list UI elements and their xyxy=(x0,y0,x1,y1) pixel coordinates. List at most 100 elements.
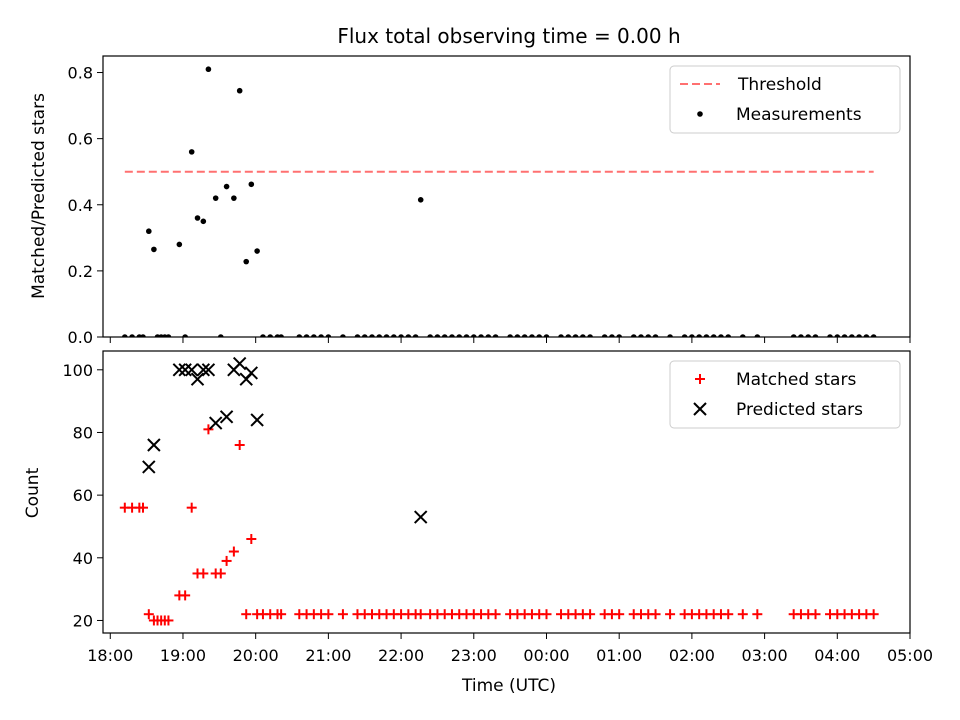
y-tick-label: 100 xyxy=(62,361,93,380)
measurement-point xyxy=(122,334,128,337)
legend-matched-swatch xyxy=(695,374,705,384)
measurement-point xyxy=(529,334,535,337)
measurement-point xyxy=(412,334,419,337)
y-tick-label: 80 xyxy=(73,423,93,442)
predicted-star-point xyxy=(172,363,187,377)
matched-star-point xyxy=(810,609,821,620)
y-tick-label: 0.4 xyxy=(68,196,93,215)
measurement-point xyxy=(303,334,310,337)
measurement-point xyxy=(580,334,586,337)
x-tick-label: 04:00 xyxy=(814,646,860,665)
measurement-point xyxy=(725,334,732,337)
measurement-point xyxy=(267,334,274,337)
measurement-point xyxy=(260,334,266,337)
measurement-point xyxy=(514,334,521,337)
measurement-point xyxy=(834,334,841,337)
measurement-point xyxy=(223,183,230,190)
y-tick-label: 0.2 xyxy=(68,262,93,281)
measurement-point xyxy=(507,334,513,337)
measurement-point xyxy=(827,334,833,337)
x-tick-label: 02:00 xyxy=(669,646,715,665)
legend-label: Matched stars xyxy=(736,370,856,390)
predicted-star-point xyxy=(196,363,211,377)
predicted-star-point xyxy=(184,363,199,377)
measurement-point xyxy=(243,258,250,265)
measurement-point xyxy=(856,334,862,337)
measurement-point xyxy=(325,334,332,337)
measurement-point xyxy=(587,334,593,337)
axes-frame xyxy=(102,55,911,338)
plot-area xyxy=(119,356,879,626)
matched-star-point xyxy=(228,546,239,557)
matched-star-point xyxy=(241,609,252,620)
measurement-point xyxy=(340,334,346,337)
measurement-point xyxy=(572,334,579,337)
y-tick-label: 20 xyxy=(73,611,93,630)
measurement-point xyxy=(616,334,622,337)
measurement-point xyxy=(318,334,324,337)
measurement-point xyxy=(463,334,470,337)
measurement-point xyxy=(805,334,812,337)
measurement-point xyxy=(361,334,368,337)
x-tick-label: 03:00 xyxy=(742,646,788,665)
matched-star-point xyxy=(180,590,191,601)
measurement-point xyxy=(231,195,237,201)
legend-label: Measurements xyxy=(736,105,862,125)
measurement-point xyxy=(165,334,172,337)
measurement-point xyxy=(754,334,761,337)
bottom-axes: 20 40 60 80 100 18:00 19:00 20:00 21:00 22:00 23:0… xyxy=(62,350,933,665)
measurement-point xyxy=(140,334,146,337)
top-axes: 0.0 0.2 0.4 0.6 0.8 Threshold Measurements xyxy=(68,55,911,347)
matched-star-point xyxy=(276,609,287,620)
x-tick-label: 01:00 xyxy=(596,646,642,665)
x-tick-label: 00:00 xyxy=(523,646,569,665)
measurement-point xyxy=(630,334,637,337)
measurement-point xyxy=(543,334,550,337)
legend-box xyxy=(669,360,901,429)
measurement-point xyxy=(638,334,644,337)
top-y-axis-label: Matched/Predicted stars xyxy=(29,93,49,299)
matched-star-point xyxy=(186,502,197,513)
y-tick-label: 60 xyxy=(73,486,93,505)
measurement-point xyxy=(790,334,797,337)
axes-frame xyxy=(102,350,911,634)
matched-star-point xyxy=(203,424,214,435)
measurement-point xyxy=(434,334,441,337)
measurement-point xyxy=(278,334,284,337)
measurement-point xyxy=(798,334,804,337)
legend-measurement-swatch xyxy=(697,111,703,117)
matched-star-point xyxy=(585,609,596,620)
matched-star-point xyxy=(337,609,348,620)
measurement-point xyxy=(212,195,219,201)
legend: Matched stars Predicted stars xyxy=(669,360,901,429)
matched-star-point xyxy=(234,440,245,450)
measurement-point xyxy=(217,334,224,337)
measurement-point xyxy=(667,334,673,337)
measurement-point xyxy=(739,334,746,337)
measurement-point xyxy=(449,334,455,337)
measurement-point xyxy=(718,334,724,337)
matched-star-point xyxy=(737,609,748,620)
plot-area xyxy=(122,66,877,337)
measurement-point xyxy=(558,334,564,337)
matched-star-point xyxy=(415,609,426,620)
measurement-point xyxy=(176,241,183,248)
predicted-star-point xyxy=(244,366,259,380)
matched-star-point xyxy=(868,609,879,620)
measurement-point xyxy=(478,334,484,337)
predicted-star-point xyxy=(250,413,264,427)
measurement-point xyxy=(689,334,695,337)
y-tick-label: 40 xyxy=(73,549,93,568)
measurement-point xyxy=(182,334,188,337)
x-tick-label: 19:00 xyxy=(160,646,206,665)
x-tick-label: 05:00 xyxy=(887,646,933,665)
x-tick-label: 22:00 xyxy=(378,646,424,665)
measurement-point xyxy=(188,149,195,155)
y-tick-label: 0.0 xyxy=(68,328,93,347)
measurement-point xyxy=(194,215,201,221)
chart-title: Flux total observing time = 0.00 h xyxy=(337,24,680,48)
measurement-point xyxy=(354,334,361,337)
measurement-point xyxy=(710,334,717,337)
measurement-point xyxy=(296,334,303,337)
